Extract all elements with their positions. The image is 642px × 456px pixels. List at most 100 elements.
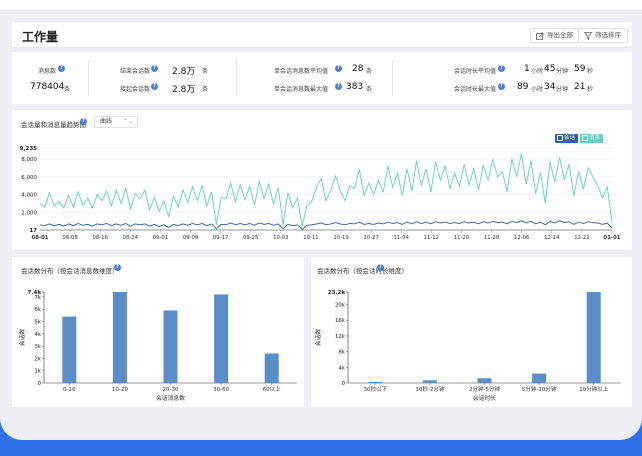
bar: [264, 353, 279, 383]
avg-dur-seconds: 59: [574, 64, 586, 74]
max-dur-minutes: 34: [544, 82, 556, 92]
received-value: 2.8万: [172, 85, 196, 95]
x-tick-label: 60以上: [263, 385, 281, 393]
help-icon[interactable]: ?: [58, 65, 65, 72]
help-icon[interactable]: ?: [114, 264, 121, 271]
received-unit: 条: [202, 86, 209, 93]
y-tick-label: 23.2k: [328, 290, 346, 296]
filter-sort-button[interactable]: 筛选排序: [578, 28, 628, 43]
x-tick-label: 10-19: [333, 235, 348, 241]
dist-duration-chart: 23.2k 20k 16k 12k 8k 4k 0 30秒以下 30秒-2分钟 2分钟-5分钟 5分…: [314, 290, 621, 402]
ended-unit: 条: [202, 68, 209, 75]
chart-type-select[interactable]: 曲线 ⌃⌄: [94, 116, 138, 128]
bar: [477, 378, 492, 383]
max-msgs-label: 单会话消息数最大值: [274, 86, 329, 93]
second-unit: 秒: [587, 68, 594, 75]
help-icon[interactable]: ?: [80, 118, 87, 125]
y-tick-label: 5k: [34, 320, 41, 326]
x-tick-label: 11-12: [424, 235, 439, 241]
help-icon[interactable]: ?: [335, 83, 342, 90]
x-tick-label: 10分钟以上: [579, 385, 608, 393]
bar: [62, 316, 77, 383]
y-tick-label: 0: [342, 381, 346, 387]
x-tick-label: 10-20: [112, 387, 128, 393]
x-tick-label: 20-30: [163, 387, 179, 393]
x-tick-label: 30秒以下: [364, 385, 388, 393]
x-tick-label: 2分钟-5分钟: [469, 385, 500, 393]
series-line-message: [39, 153, 613, 227]
help-icon[interactable]: ?: [151, 83, 158, 90]
trend-panel: 会话量和消息量趋势图 ? 曲线 ⌃⌄ 会话 消息 9,235 8,000 6,000…: [12, 110, 632, 250]
x-tick-label: 5分钟-10分钟: [522, 385, 557, 393]
msg-count-unit: 条: [64, 86, 71, 93]
y-tick-label: 12k: [335, 334, 346, 340]
y-tick-label: 4k: [338, 365, 345, 371]
bar: [586, 292, 601, 383]
export-all-button[interactable]: 导出全部: [530, 28, 580, 43]
divider: [392, 60, 393, 96]
x-tick-label: 10-11: [303, 235, 318, 241]
msg-count-label: 消息数: [38, 68, 57, 75]
dist-duration-title: 会话数分布（按会话时长维度）: [317, 267, 408, 275]
page-header: 工作量 导出全部 筛选排序: [12, 22, 632, 48]
bar: [214, 294, 229, 383]
filter-icon: [584, 32, 592, 40]
x-tick-label: 08-16: [93, 235, 109, 241]
hour-unit: 小时: [531, 68, 544, 75]
help-icon[interactable]: ?: [335, 65, 342, 72]
x-tick-label: 11-28: [484, 235, 500, 241]
x-tick-label: 10-27: [363, 235, 378, 241]
y-tick-label: 7k: [34, 295, 41, 301]
help-icon[interactable]: ?: [498, 65, 505, 72]
bar: [163, 310, 178, 383]
avg-dur-hours: 1: [524, 64, 530, 74]
y-tick-label: 6,000: [21, 175, 37, 181]
legend-message-toggle[interactable]: 消息: [580, 134, 604, 143]
y-tick-label: 8,000: [21, 157, 37, 163]
x-axis-title: 会话时长: [473, 394, 496, 402]
export-icon: [536, 32, 544, 40]
dist-duration-panel: 会话数分布（按会话时长维度） ? 23.2k 20k 16k 12k 8k 4k 0 30秒以…: [311, 257, 632, 407]
ended-value: 2.8万: [172, 67, 196, 77]
legend-session-toggle[interactable]: 会话: [555, 134, 579, 143]
help-icon[interactable]: ?: [498, 83, 505, 90]
y-tick-label: 7.4k: [28, 290, 42, 296]
x-tick-label: 10-03: [273, 235, 288, 241]
help-icon[interactable]: ?: [151, 65, 158, 72]
avg-msgs-value: 28: [352, 64, 364, 74]
avg-dur-label: 会话时长平均值: [454, 68, 497, 75]
x-tick-label: 11-04: [394, 235, 410, 241]
max-msgs-unit: 条: [366, 86, 373, 93]
y-axis-title: 会话数: [18, 329, 26, 347]
second-unit: 秒: [587, 86, 594, 93]
x-axis-title: 会话消息数: [156, 394, 185, 402]
y-tick-label: 20k: [335, 303, 346, 309]
y-tick-label: 4k: [34, 332, 41, 338]
x-tick-label: 01-01: [604, 235, 621, 241]
legend-session-label: 会话: [564, 135, 576, 141]
x-tick-label: 30秒-2分钟: [415, 385, 444, 393]
x-tick-label: 08-24: [123, 235, 139, 241]
legend-message-label: 消息: [589, 135, 601, 141]
top-strip: [0, 0, 642, 10]
dist-msg-panel: 会话数分布（按会话消息数维度） ? 7.4k 7k 6k 5k 4k 3k 2k 1k 0 0-1…: [12, 257, 304, 407]
x-tick-label: 30-60: [213, 387, 229, 393]
avg-msgs-unit: 条: [366, 68, 373, 75]
x-tick-label: 09-09: [183, 235, 198, 241]
dist-msg-title: 会话数分布（按会话消息数维度）: [21, 267, 119, 275]
y-tick-label: 16k: [335, 318, 346, 324]
help-icon[interactable]: ?: [377, 264, 384, 271]
y-tick-label: 2,000: [21, 210, 37, 216]
y-tick-label: 8k: [338, 350, 345, 356]
y-tick-label: 1k: [34, 369, 41, 375]
x-tick-label: 12-14: [544, 235, 560, 241]
bar: [532, 373, 547, 383]
x-tick-label: 0-10: [63, 387, 76, 393]
chevron-updown-icon: ⌃⌄: [122, 118, 133, 125]
x-tick-label: 12-06: [514, 235, 530, 241]
filter-sort-label: 筛选排序: [595, 31, 621, 39]
ended-label: 结束会话数: [120, 68, 151, 75]
stats-panel: 消息数 ? 778404 条 结束会话数 ? 2.8万 条 接起会话数 ? 2.…: [12, 52, 632, 104]
